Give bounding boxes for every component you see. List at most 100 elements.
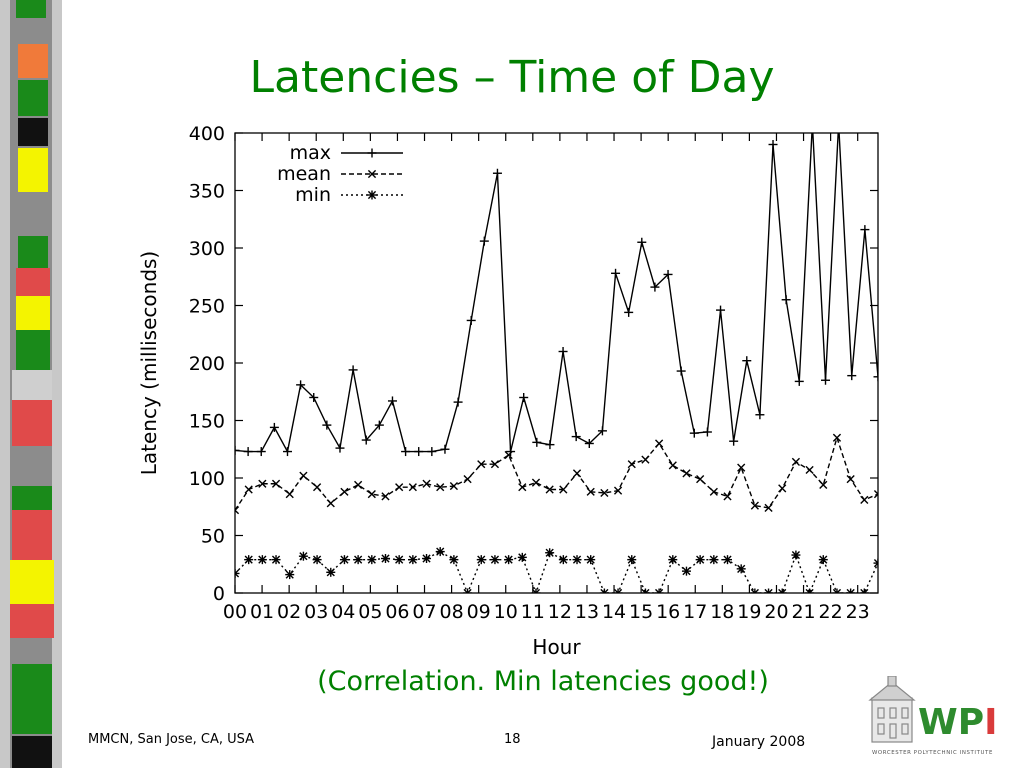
data-point-mean xyxy=(477,460,486,469)
y-axis-label: Latency (milliseconds) xyxy=(137,251,161,475)
data-point-min xyxy=(504,555,514,565)
data-point-min xyxy=(353,555,363,565)
x-tick-label: 09 xyxy=(467,601,491,623)
data-point-min xyxy=(339,555,349,565)
data-point-mean xyxy=(326,499,335,508)
data-point-min xyxy=(435,547,445,557)
data-point-max xyxy=(597,426,607,436)
x-axis-label: Hour xyxy=(532,635,581,659)
data-point-max xyxy=(716,305,726,315)
data-point-min xyxy=(326,567,336,577)
data-point-mean xyxy=(312,483,322,492)
data-point-mean xyxy=(873,490,878,499)
data-point-max xyxy=(611,268,621,278)
data-point-min xyxy=(312,555,322,565)
data-point-min xyxy=(859,588,869,593)
y-tick-label: 200 xyxy=(189,353,225,375)
data-point-max xyxy=(755,410,765,420)
data-point-mean xyxy=(613,486,623,495)
data-point-min xyxy=(271,555,281,565)
y-tick-label: 0 xyxy=(213,583,225,605)
data-point-max xyxy=(834,119,843,128)
data-point-min xyxy=(695,555,705,565)
data-point-max xyxy=(243,447,253,457)
data-point-min xyxy=(818,555,828,565)
logo-wordmark: WPI xyxy=(918,702,998,743)
x-tick-label: 08 xyxy=(439,601,463,623)
footer-date: January 2008 xyxy=(712,734,806,750)
data-point-mean xyxy=(709,487,718,496)
data-point-max xyxy=(808,119,817,128)
x-tick-label: 06 xyxy=(385,601,409,623)
legend-marker-min xyxy=(367,190,377,200)
y-tick-label: 50 xyxy=(201,526,225,548)
data-point-max xyxy=(348,365,358,375)
legend-marker-mean xyxy=(367,169,377,179)
y-tick-label: 150 xyxy=(189,411,225,433)
data-point-mean xyxy=(819,480,828,489)
data-point-mean xyxy=(367,490,376,499)
legend-label-mean: mean xyxy=(277,163,331,185)
data-point-max xyxy=(847,371,857,381)
data-point-min xyxy=(558,555,568,565)
data-point-max xyxy=(571,432,581,442)
x-tick-label: 01 xyxy=(250,601,274,623)
series-line-max xyxy=(235,133,878,454)
data-point-max xyxy=(401,447,411,457)
data-point-max xyxy=(689,428,699,438)
data-point-max xyxy=(742,356,752,366)
x-tick-label: 22 xyxy=(819,601,843,623)
data-point-min xyxy=(750,588,760,593)
data-point-max xyxy=(650,282,660,292)
data-point-max xyxy=(309,393,319,402)
wpi-logo: WPI WORCESTER POLYTECHNIC INSTITUTE xyxy=(868,676,998,756)
data-point-min xyxy=(791,550,801,560)
data-point-min xyxy=(764,588,774,593)
x-tick-label: 23 xyxy=(846,601,870,623)
data-point-max xyxy=(427,447,437,457)
data-point-min xyxy=(408,555,418,565)
data-point-mean xyxy=(422,479,431,488)
data-point-mean xyxy=(586,487,595,496)
x-tick-label: 21 xyxy=(791,601,815,623)
series-line-mean xyxy=(235,435,878,511)
data-point-min xyxy=(463,588,473,593)
data-point-min xyxy=(531,588,541,593)
legend-label-max: max xyxy=(290,142,331,164)
data-point-min xyxy=(298,551,308,561)
data-point-min xyxy=(490,555,500,565)
data-point-min xyxy=(572,555,582,565)
data-point-min xyxy=(613,588,623,593)
data-point-max xyxy=(235,445,240,455)
data-point-min xyxy=(380,554,390,563)
logo-caption: WORCESTER POLYTECHNIC INSTITUTE xyxy=(872,750,993,756)
x-tick-label: 20 xyxy=(764,601,788,623)
footer-venue: MMCN, San Jose, CA, USA xyxy=(88,732,255,747)
x-tick-label: 18 xyxy=(710,601,734,623)
data-point-max xyxy=(361,435,371,445)
data-point-max xyxy=(440,444,450,454)
data-point-mean xyxy=(436,483,445,492)
y-tick-label: 300 xyxy=(189,238,225,260)
x-tick-label: 13 xyxy=(575,601,599,623)
data-point-max xyxy=(860,225,870,235)
data-point-mean xyxy=(572,469,582,478)
data-point-max xyxy=(335,443,345,453)
data-point-max xyxy=(256,447,266,457)
data-point-max xyxy=(269,422,279,432)
series-max xyxy=(235,119,878,457)
x-tick-label: 03 xyxy=(304,601,328,623)
data-point-min xyxy=(285,570,295,580)
y-tick-label: 350 xyxy=(189,181,225,203)
data-point-mean xyxy=(244,485,253,494)
data-point-max xyxy=(545,440,555,450)
x-tick-label: 12 xyxy=(548,601,572,623)
data-point-min xyxy=(394,555,404,565)
data-point-mean xyxy=(832,433,842,442)
data-point-max xyxy=(296,380,306,390)
series-line-min xyxy=(235,550,878,593)
data-point-max xyxy=(873,372,878,382)
data-point-mean xyxy=(559,485,568,494)
data-point-mean xyxy=(655,439,664,448)
x-tick-label: 19 xyxy=(737,601,761,623)
